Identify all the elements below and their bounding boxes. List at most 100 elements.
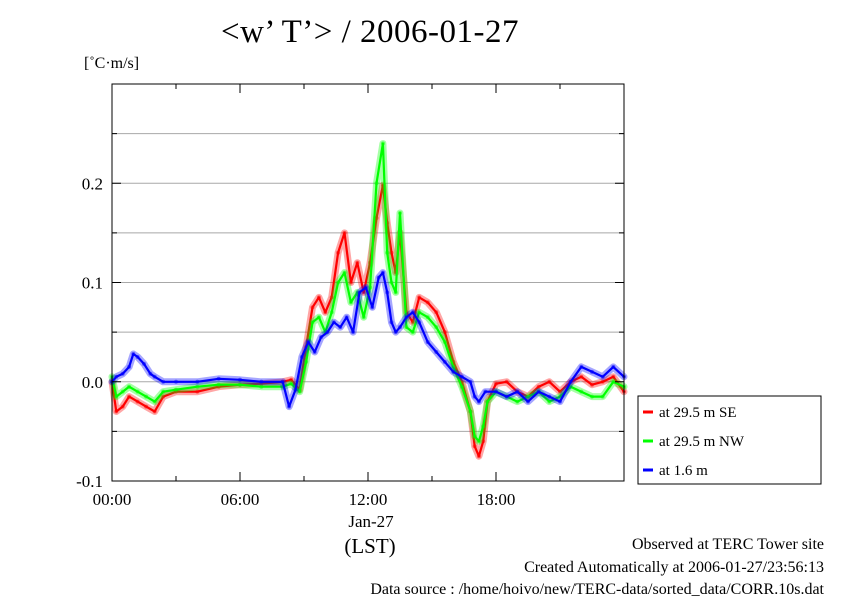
data-point — [135, 399, 140, 404]
data-point — [336, 280, 341, 285]
data-point — [331, 320, 336, 325]
data-point — [600, 374, 605, 379]
data-point — [590, 382, 594, 387]
data-point — [389, 280, 394, 285]
data-point — [297, 389, 302, 394]
data-point — [259, 384, 264, 389]
data-point — [558, 399, 562, 404]
data-point — [342, 270, 347, 275]
data-point — [483, 389, 488, 394]
grid-lines — [112, 133, 624, 432]
data-point — [323, 310, 328, 315]
data-point — [504, 394, 509, 399]
data-point — [361, 290, 366, 295]
data-point — [336, 250, 341, 255]
data-point — [526, 399, 530, 404]
axis-ticks: 00:00 06:00 12:00 18:00 -0.1 0.0 0.1 0.2 — [76, 83, 625, 509]
data-point — [152, 409, 157, 414]
data-point — [611, 364, 616, 369]
data-point — [404, 325, 409, 330]
data-point — [389, 250, 394, 255]
data-point — [195, 384, 200, 389]
y-tick-label: 0.2 — [82, 174, 103, 193]
footer-observed: Observed at TERC Tower site — [631, 536, 824, 553]
legend-box — [637, 395, 822, 485]
data-point — [481, 424, 486, 429]
data-point — [434, 310, 439, 315]
data-point — [299, 354, 304, 359]
data-point — [398, 211, 402, 216]
data-point — [536, 384, 541, 389]
data-point — [370, 305, 375, 310]
data-point — [451, 364, 456, 369]
data-point — [410, 320, 415, 325]
footer-created: Created Automatically at 2006-01-27/23:5… — [524, 559, 824, 576]
data-point — [114, 374, 119, 379]
data-point — [361, 315, 366, 320]
data-point — [304, 359, 309, 364]
data-point — [459, 384, 464, 389]
data-point — [547, 399, 552, 404]
x-axis-date-label: Jan-27 — [348, 512, 394, 531]
series-line — [108, 269, 628, 411]
legend-label: at 29.5 m NW — [659, 434, 745, 450]
data-point — [348, 300, 353, 305]
data-point — [316, 295, 321, 300]
data-point — [494, 381, 498, 386]
data-point — [127, 384, 132, 389]
data-point — [289, 381, 294, 386]
x-tick-label: 00:00 — [93, 490, 132, 509]
data-point — [472, 394, 477, 399]
data-point — [161, 394, 166, 399]
data-point — [195, 389, 200, 394]
data-point — [259, 379, 264, 384]
data-point — [425, 315, 430, 320]
data-point — [120, 404, 125, 409]
data-point — [468, 379, 473, 384]
data-point — [476, 439, 481, 444]
data-point — [385, 250, 390, 255]
data-point — [355, 260, 360, 265]
data-point — [600, 394, 605, 399]
data-point — [127, 394, 132, 399]
data-point — [504, 379, 509, 384]
data-point — [417, 295, 422, 300]
data-point — [319, 335, 324, 340]
data-point — [344, 315, 349, 320]
x-axis-unit-label: (LST) — [344, 534, 396, 558]
data-point — [481, 439, 486, 444]
data-point — [120, 371, 125, 376]
data-point — [144, 404, 149, 409]
data-point — [579, 364, 584, 369]
data-point — [442, 330, 447, 335]
data-point — [451, 369, 456, 374]
data-point — [389, 320, 394, 325]
data-point — [376, 275, 381, 280]
data-point — [142, 361, 146, 366]
legend-label: at 29.5 m SE — [659, 405, 737, 421]
data-point — [385, 290, 390, 295]
y-tick-label: -0.1 — [76, 472, 103, 491]
data-point — [131, 351, 136, 356]
data-point — [114, 409, 119, 414]
data-point — [338, 325, 343, 330]
data-point — [148, 371, 153, 376]
data-point — [579, 374, 584, 379]
data-point — [293, 387, 298, 392]
data-point — [325, 330, 330, 335]
data-point — [195, 379, 200, 384]
chart-title: <w’ T’> / 2006-01-27 — [220, 14, 520, 50]
data-point — [310, 320, 315, 325]
data-point — [120, 389, 125, 394]
data-point — [425, 340, 430, 345]
data-point — [310, 305, 315, 310]
data-point — [558, 389, 562, 394]
data-point — [306, 340, 311, 345]
data-point — [547, 379, 552, 384]
data-point — [485, 399, 490, 404]
data-point — [342, 230, 347, 235]
x-tick-label: 06:00 — [221, 490, 260, 509]
data-point — [393, 290, 398, 295]
data-point — [579, 389, 584, 394]
